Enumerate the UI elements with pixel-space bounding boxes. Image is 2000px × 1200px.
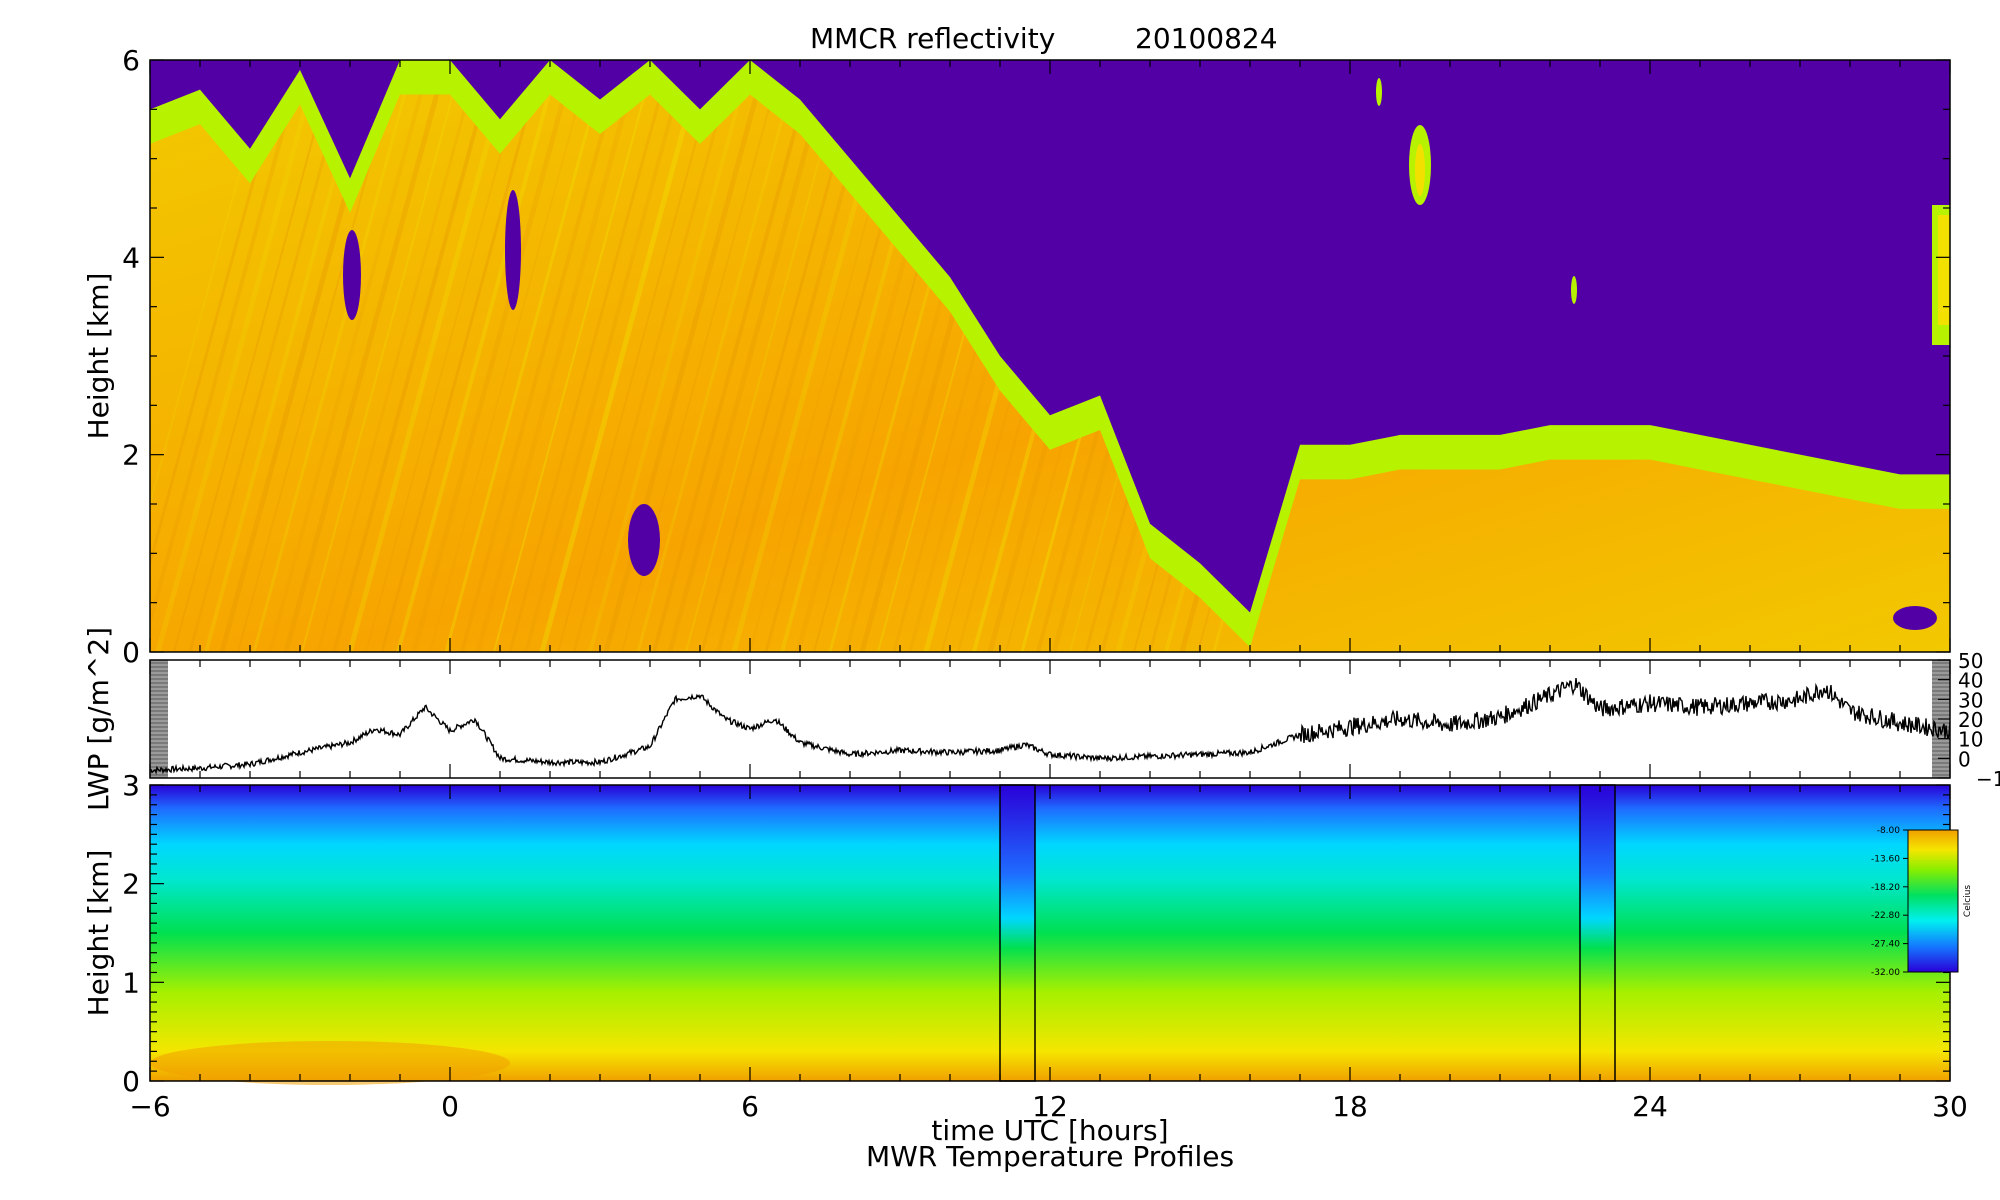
chart-date: 20100824 [1135, 22, 1278, 55]
mmcr-hole [343, 230, 361, 320]
fall-streak [429, 94, 591, 652]
mmcr-tick-marks [149, 59, 1951, 653]
colorbar-tick-labels: -8.00 -13.60 -18.20 -22.80 -27.40 -32.00 [1871, 826, 1908, 978]
mmcr-panel [150, 60, 1950, 652]
colorbar-tick: -27.40 [1871, 940, 1900, 950]
mmcr-y-tick-labels: 0 2 4 6 [122, 44, 140, 669]
fall-streak [150, 94, 304, 652]
colorbar-tick: -13.60 [1871, 854, 1900, 864]
colorbar-gradient [1907, 829, 1959, 973]
fall-streak [173, 94, 335, 652]
mwr-y-tick: 2 [122, 868, 140, 901]
mmcr-cloud-body [150, 94, 1950, 652]
mwr-panel-title: MWR Temperature Profiles [866, 1140, 1234, 1173]
fall-streak [524, 94, 688, 652]
fall-streak [475, 94, 641, 652]
fall-streak [572, 94, 736, 652]
colorbar-tick: -8.00 [1877, 826, 1901, 836]
mmcr-hole [1893, 606, 1937, 630]
fall-streak [444, 94, 608, 652]
fall-streak [301, 94, 463, 652]
x-tick: 0 [441, 1090, 459, 1123]
mwr-y-tick-labels: 0 1 2 3 [122, 769, 140, 1098]
mwr-panel [150, 784, 1950, 1085]
colorbar-tick: -18.20 [1871, 883, 1900, 893]
chart-title: MMCR reflectivity [810, 22, 1055, 55]
fall-streak [493, 94, 655, 652]
fall-streak [667, 94, 833, 652]
fall-streak [268, 94, 432, 652]
lwp-y-tick: 40 [1958, 669, 1983, 693]
mmcr-y-tick: 6 [122, 44, 140, 77]
lwp-tick-marks [149, 659, 1951, 779]
fall-streak [283, 94, 449, 652]
x-tick: 6 [741, 1090, 759, 1123]
fall-streak [332, 94, 496, 652]
x-tick: 18 [1332, 1090, 1368, 1123]
mmcr-blob [1376, 78, 1382, 106]
x-axis-label: time UTC [hours] [931, 1114, 1168, 1147]
mmcr-blob [1571, 276, 1577, 304]
x-axis-tick-labels: −6 0 6 12 18 24 30 [129, 1090, 1967, 1123]
fall-streak [316, 94, 480, 652]
mwr-y-axis-label: Height [km] [82, 850, 115, 1017]
fall-streak [539, 94, 705, 652]
colorbar-tick: -22.80 [1871, 911, 1900, 921]
x-tick: 30 [1932, 1090, 1968, 1123]
x-tick: 12 [1032, 1090, 1068, 1123]
lwp-y-tick: 20 [1958, 708, 1983, 732]
fall-streak [508, 94, 672, 652]
mwr-y-tick: 3 [122, 769, 140, 802]
fall-streak [411, 94, 577, 652]
mmcr-blob [1938, 215, 1950, 325]
fall-streak [188, 94, 352, 652]
x-tick: −6 [129, 1090, 170, 1123]
fall-streak [396, 94, 560, 652]
lwp-panel [150, 660, 1950, 778]
fall-streak [652, 94, 816, 652]
lwp-y-tick: 10 [1958, 728, 1983, 752]
mwr-warm-surface-layer [150, 1041, 510, 1085]
lwp-series-line [150, 678, 1950, 775]
colorbar-label: Celcius [1963, 885, 1973, 917]
fall-streak [685, 94, 847, 652]
fall-streak [155, 94, 321, 652]
fall-streak [636, 94, 800, 652]
colorbar: -8.00 -13.60 -18.20 -22.80 -27.40 -32.00 Celc… [1871, 826, 1973, 978]
mmcr-y-axis-label: Height [km] [82, 273, 115, 440]
mwr-temperature-field [150, 785, 1950, 1081]
lwp-y-tick: −10 [1976, 767, 2000, 791]
mwr-y-tick: 0 [122, 1065, 140, 1098]
fall-streak [365, 94, 527, 652]
mmcr-hole [505, 190, 521, 310]
mwr-data-gap [1579, 784, 1616, 1082]
fall-streak [588, 94, 752, 652]
fall-streak [380, 94, 544, 652]
mwr-data-gap [999, 784, 1036, 1082]
mwr-tick-marks [149, 784, 1951, 1082]
fall-streak [347, 94, 513, 652]
colorbar-tick: -32.00 [1871, 968, 1900, 978]
mmcr-y-tick: 2 [122, 439, 140, 472]
mwr-y-tick: 1 [122, 966, 140, 999]
fall-streak [557, 94, 719, 652]
lwp-y-tick: 0 [1958, 747, 1971, 771]
mmcr-blob [1415, 144, 1425, 196]
x-tick: 24 [1632, 1090, 1668, 1123]
mmcr-y-tick: 0 [122, 636, 140, 669]
lwp-y-axis-label: LWP [g/m^2] [82, 627, 115, 811]
fall-streak [460, 94, 624, 652]
mmcr-y-tick: 4 [122, 241, 140, 274]
mmcr-hole [628, 504, 660, 576]
lwp-y-tick: 50 [1958, 649, 1983, 673]
fall-streak [252, 94, 416, 652]
lwp-y-tick: 30 [1958, 688, 1983, 712]
